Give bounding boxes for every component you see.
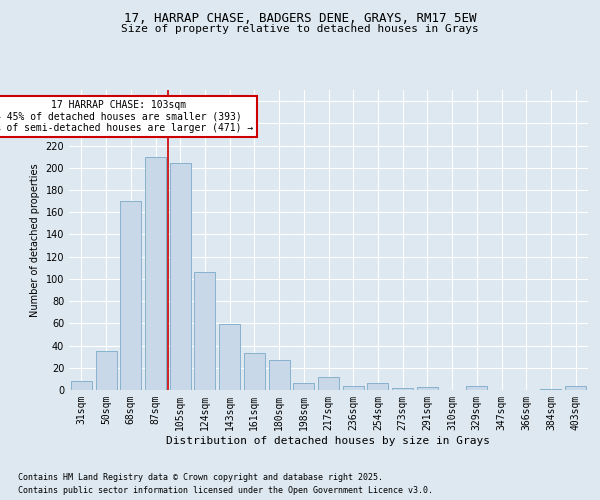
- Bar: [392, 388, 413, 390]
- Bar: [367, 384, 388, 390]
- Text: 17, HARRAP CHASE, BADGERS DENE, GRAYS, RM17 5EW: 17, HARRAP CHASE, BADGERS DENE, GRAYS, R…: [124, 12, 476, 26]
- Y-axis label: Number of detached properties: Number of detached properties: [30, 163, 40, 317]
- Bar: [170, 164, 191, 390]
- Bar: [565, 386, 586, 390]
- Bar: [541, 389, 562, 390]
- Text: Contains public sector information licensed under the Open Government Licence v3: Contains public sector information licen…: [18, 486, 433, 495]
- Bar: [244, 354, 265, 390]
- Text: Contains HM Land Registry data © Crown copyright and database right 2025.: Contains HM Land Registry data © Crown c…: [18, 474, 383, 482]
- Bar: [95, 351, 116, 390]
- Bar: [318, 376, 339, 390]
- Bar: [194, 272, 215, 390]
- Bar: [71, 381, 92, 390]
- Bar: [417, 386, 438, 390]
- Text: 17 HARRAP CHASE: 103sqm
← 45% of detached houses are smaller (393)
54% of semi-d: 17 HARRAP CHASE: 103sqm ← 45% of detache…: [0, 100, 254, 133]
- Bar: [293, 384, 314, 390]
- Bar: [145, 156, 166, 390]
- Bar: [466, 386, 487, 390]
- Bar: [219, 324, 240, 390]
- X-axis label: Distribution of detached houses by size in Grays: Distribution of detached houses by size …: [167, 436, 491, 446]
- Text: Size of property relative to detached houses in Grays: Size of property relative to detached ho…: [121, 24, 479, 34]
- Bar: [269, 360, 290, 390]
- Bar: [343, 386, 364, 390]
- Bar: [120, 201, 141, 390]
